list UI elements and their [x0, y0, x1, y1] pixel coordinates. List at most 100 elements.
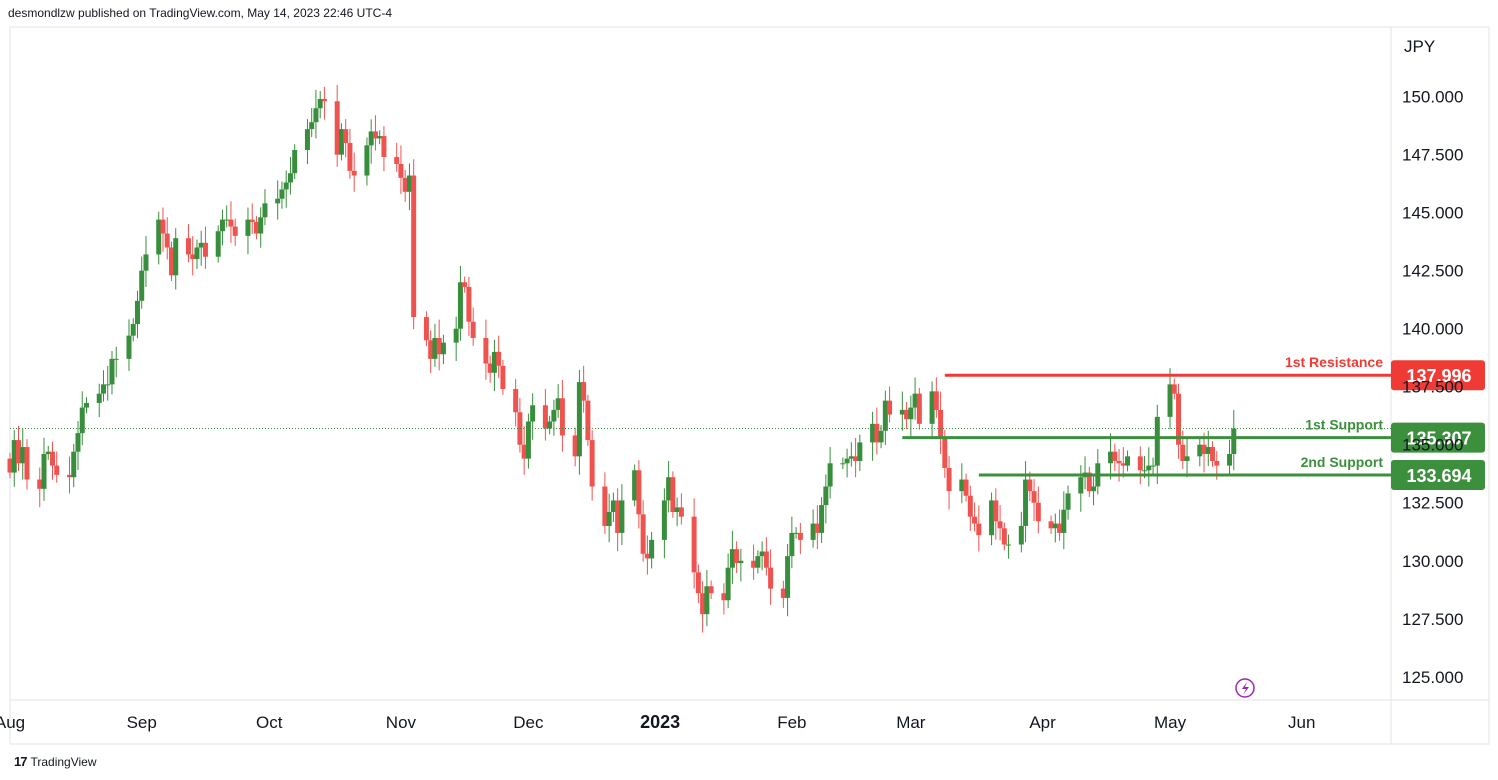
x-tick-label: Apr — [1029, 713, 1056, 732]
level-price-label: 137.996 — [1406, 366, 1471, 386]
candle-body — [432, 337, 438, 359]
candle-body — [496, 351, 502, 366]
y-tick-label: 150.000 — [1402, 88, 1463, 107]
candle-body — [304, 129, 310, 150]
candle-body — [194, 247, 200, 260]
candle-body — [729, 549, 735, 568]
candle-body — [1027, 479, 1033, 492]
brand-name: TradingView — [30, 754, 97, 769]
candle-body — [1001, 528, 1007, 545]
candle-body — [670, 477, 676, 513]
candle-body — [96, 393, 102, 403]
flash-icon[interactable] — [1235, 678, 1255, 698]
candle-body — [827, 463, 833, 487]
x-tick-label: Nov — [386, 713, 417, 732]
candle-body — [372, 131, 378, 139]
candle-body — [1018, 525, 1024, 545]
candle-body — [483, 337, 489, 364]
candle-body — [576, 382, 582, 457]
candle-body — [343, 129, 349, 144]
candle-body — [1125, 456, 1131, 466]
candle-body — [245, 219, 251, 236]
candle-body — [908, 407, 914, 420]
currency-label: JPY — [1404, 37, 1435, 56]
candle-body — [338, 129, 344, 155]
candle-body — [440, 342, 446, 355]
candle-body — [228, 219, 234, 227]
candle-body — [989, 500, 995, 536]
candle-body — [491, 351, 497, 373]
candle-body — [1057, 523, 1063, 533]
candle-body — [1176, 393, 1182, 445]
candle-body — [347, 143, 353, 171]
candle-body — [113, 358, 119, 360]
candle-body — [780, 588, 786, 598]
candle-body — [785, 556, 791, 598]
candle-body — [882, 400, 888, 431]
level-price-badge — [1391, 360, 1485, 391]
candle-body — [789, 532, 795, 557]
candle-body — [938, 409, 944, 438]
tradingview-logo-icon: 17 — [14, 754, 28, 769]
y-tick-label: 135.000 — [1402, 436, 1463, 455]
candle-body — [853, 456, 859, 461]
candle-body — [105, 384, 111, 386]
candle-body — [45, 451, 51, 455]
candle-body — [1227, 454, 1233, 466]
candle-body — [751, 560, 757, 568]
candle-body — [190, 254, 196, 260]
candle-body — [317, 98, 323, 109]
candle-body — [555, 398, 561, 410]
candle-body — [572, 435, 578, 457]
candle-body — [759, 551, 765, 557]
extras-layer — [10, 427, 1391, 698]
price-axis: JPY 125.000 127.500 130.000 132.500 135.000 13… — [1402, 37, 1463, 687]
candle-body — [1201, 444, 1207, 455]
candle-body — [967, 495, 973, 517]
candle-body — [7, 458, 13, 473]
candle-body — [763, 551, 769, 568]
candle-body — [1210, 447, 1216, 461]
candle-body — [619, 500, 625, 533]
candle-body — [695, 572, 701, 594]
candle-body — [100, 384, 106, 394]
candle-body — [487, 363, 493, 373]
level-price-badge — [1391, 460, 1485, 491]
publish-info: desmondlzw published on TradingView.com,… — [8, 6, 392, 20]
footer-brand[interactable]: 17 TradingView — [14, 754, 97, 769]
x-tick-label: Mar — [896, 713, 926, 732]
candle-body — [262, 203, 268, 218]
y-tick-label: 125.000 — [1402, 668, 1463, 687]
candle-body — [134, 300, 140, 325]
candle-body — [160, 219, 166, 234]
candle-body — [840, 463, 846, 465]
candle-body — [1146, 465, 1152, 471]
candle-body — [168, 247, 174, 276]
candle-body — [1142, 470, 1148, 472]
time-axis: Aug Sep Oct Nov Dec 2023 Feb Mar Apr May Jun — [0, 712, 1315, 732]
x-tick-label: Jun — [1288, 713, 1315, 732]
candle-body — [1108, 451, 1114, 464]
candle-body — [156, 219, 162, 255]
candle-body — [1112, 451, 1118, 461]
candle-body — [500, 365, 506, 390]
candle-body — [1031, 491, 1037, 503]
candle-body — [411, 175, 417, 318]
candle-body — [41, 454, 47, 489]
candle-body — [1171, 384, 1177, 394]
candle-body — [1116, 460, 1122, 464]
candle-body — [334, 101, 340, 155]
candle-body — [24, 447, 30, 480]
candle-body — [1197, 444, 1203, 457]
candle-body — [691, 516, 697, 573]
candle-body — [15, 440, 21, 464]
candle-body — [899, 409, 905, 415]
candle-body — [398, 163, 404, 178]
x-tick-label: Oct — [256, 713, 283, 732]
candle-body — [1167, 384, 1173, 417]
candle-body — [466, 286, 472, 322]
candle-body — [912, 393, 918, 408]
candle-body — [126, 335, 132, 359]
candle-body — [678, 507, 684, 517]
